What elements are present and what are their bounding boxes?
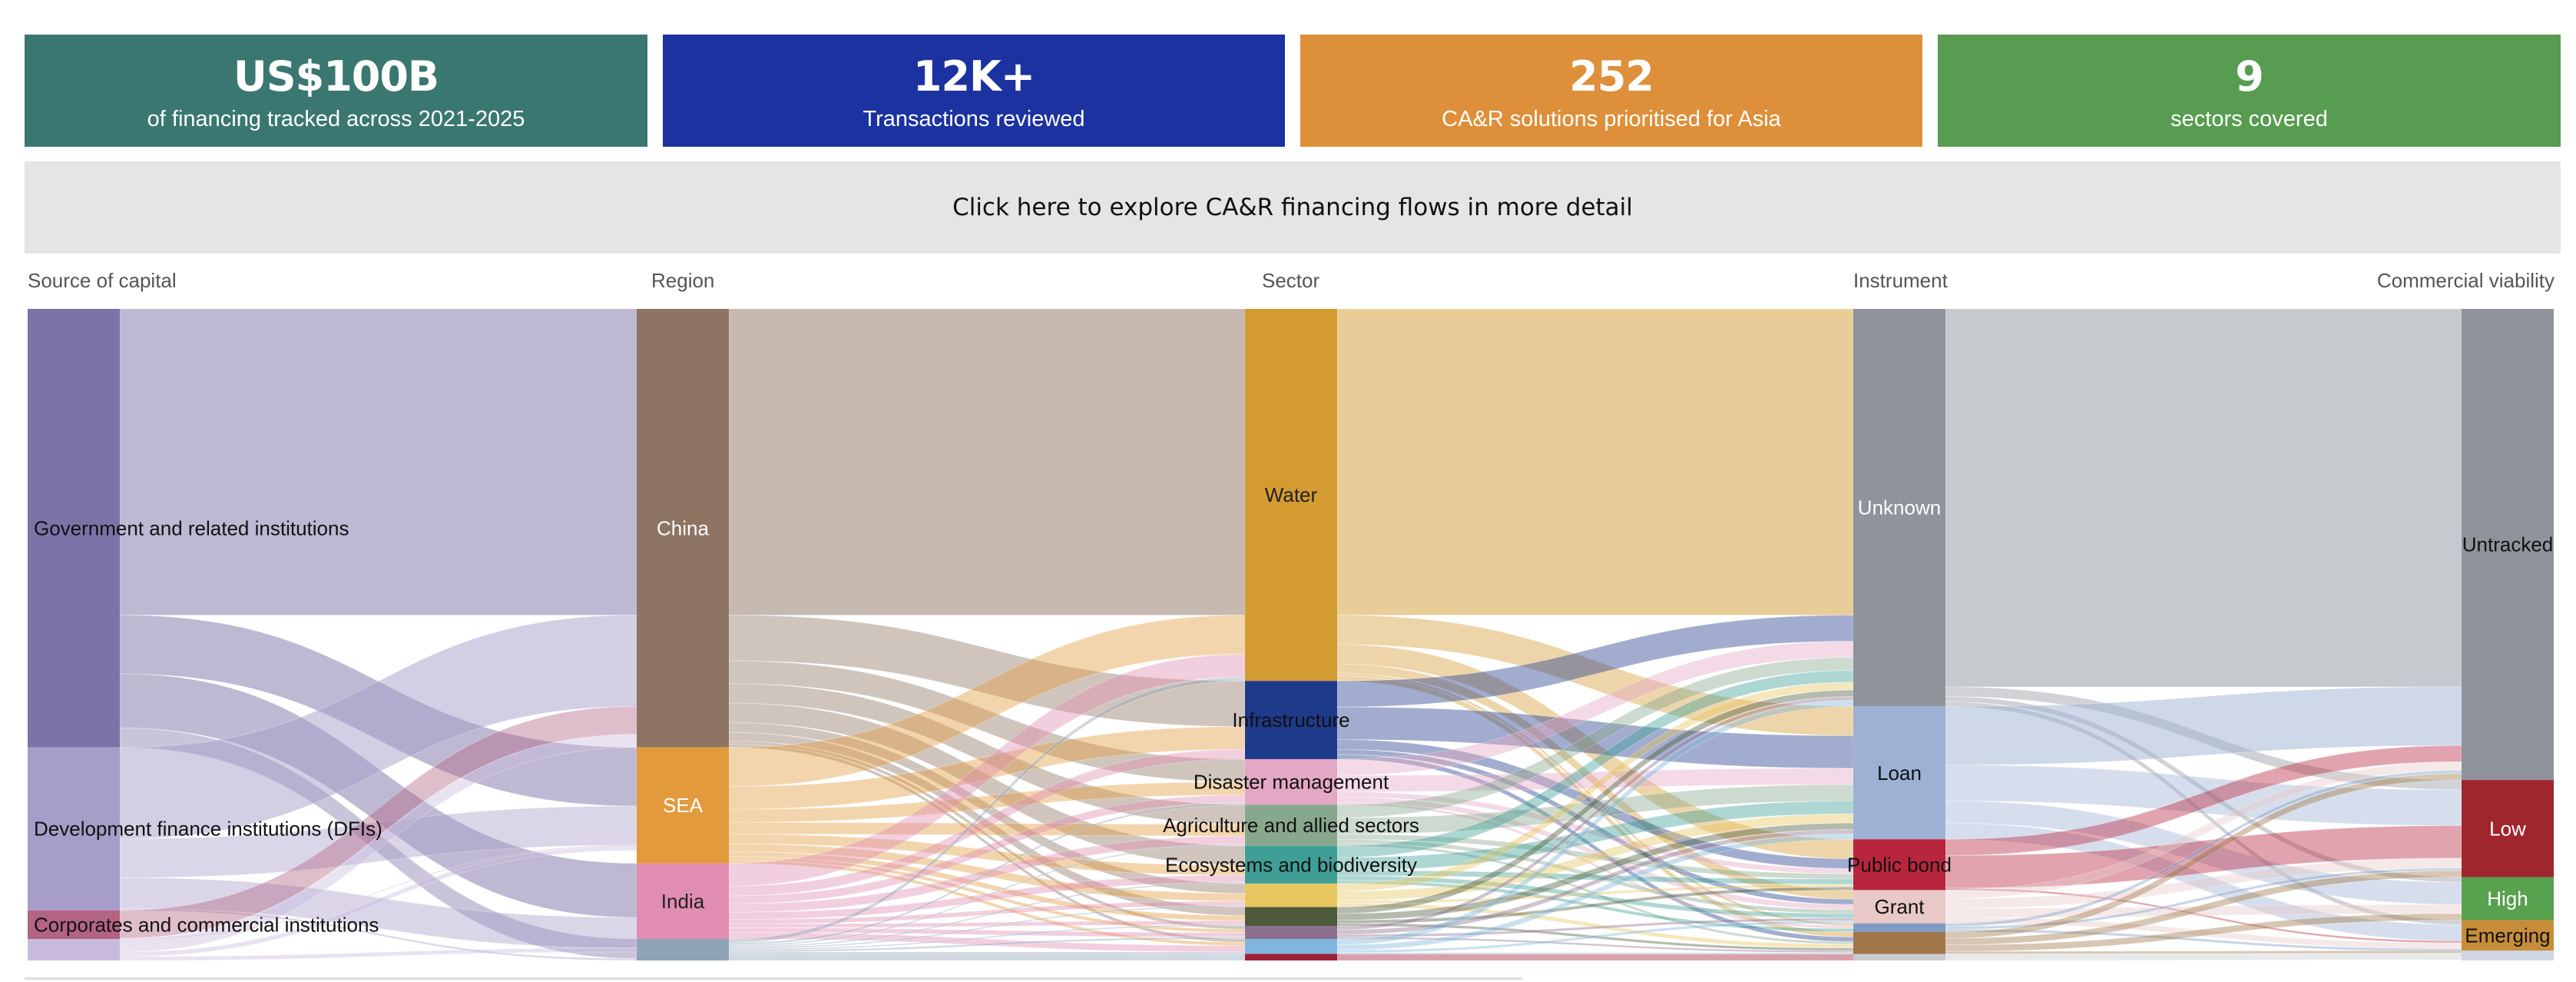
explore-flows-button[interactable]: Click here to explore CA&R financing flo…	[25, 161, 2561, 254]
sankey-node[interactable]	[28, 747, 120, 911]
sankey-node-label: Low	[2489, 817, 2526, 840]
sankey-node[interactable]	[2462, 309, 2554, 781]
sankey-node-label: Loan	[1877, 761, 1922, 785]
sankey-node[interactable]	[1245, 939, 1337, 954]
sankey-node[interactable]	[637, 309, 729, 748]
column-header-region: Region	[651, 269, 715, 292]
sankey-node-label: Public bond	[1847, 853, 1952, 876]
sankey-node-label: SEA	[663, 794, 704, 817]
stat-value: 252	[1569, 52, 1654, 101]
sankey-node[interactable]	[637, 939, 729, 960]
column-header-source: Source of capital	[28, 269, 177, 292]
stat-card-sectors: 9 sectors covered	[1938, 35, 2561, 147]
sankey-node[interactable]	[1245, 309, 1337, 682]
sankey-node[interactable]	[2462, 950, 2554, 960]
sankey-link[interactable]	[1336, 308, 1854, 615]
sankey-node[interactable]	[1853, 931, 1945, 954]
sankey-node-label: Untracked	[2462, 533, 2554, 556]
sankey-node[interactable]	[28, 910, 120, 940]
sankey-node-label: Water	[1265, 483, 1318, 506]
sankey-node[interactable]	[2462, 920, 2554, 951]
sankey-node[interactable]	[1853, 309, 1945, 707]
sankey-node[interactable]	[1245, 758, 1337, 805]
sankey-link[interactable]	[1945, 953, 2462, 961]
stat-label: of financing tracked across 2021-2025	[147, 107, 525, 131]
sankey-link[interactable]	[1336, 954, 1854, 961]
sankey-node-label: Ecosystems and biodiversity	[1165, 853, 1417, 876]
sankey-node[interactable]	[2462, 780, 2554, 877]
sankey-node[interactable]	[1853, 890, 1945, 924]
sankey-link[interactable]	[728, 954, 1246, 961]
sankey-node[interactable]	[1245, 883, 1337, 907]
sankey-link[interactable]	[119, 308, 637, 615]
sankey-node-label: Grant	[1874, 895, 1925, 918]
sankey-node[interactable]	[2462, 877, 2554, 921]
sankey-node[interactable]	[1853, 923, 1945, 932]
sankey-node[interactable]	[28, 939, 120, 960]
sankey-node-label: Unknown	[1858, 496, 1941, 519]
sankey-node[interactable]	[1245, 805, 1337, 846]
sankey-node[interactable]	[28, 309, 120, 748]
sankey-node-label: India	[661, 890, 705, 913]
sankey-node[interactable]	[637, 747, 729, 864]
stat-card-transactions: 12K+ Transactions reviewed	[663, 35, 1285, 147]
sankey-node-label: High	[2487, 887, 2528, 910]
stat-value: 12K+	[912, 52, 1035, 101]
column-header-viability: Commercial viability	[2376, 269, 2554, 292]
stat-label: Transactions reviewed	[863, 107, 1085, 131]
sankey-node[interactable]	[1853, 706, 1945, 840]
sankey-node-label: Development finance institutions (DFIs)	[34, 818, 382, 841]
sankey-node-label: Agriculture and allied sectors	[1163, 814, 1419, 837]
stat-label: sectors covered	[2170, 107, 2328, 131]
sankey-node-label: Disaster management	[1194, 771, 1389, 794]
stat-value: 9	[2235, 52, 2264, 101]
sankey-node[interactable]	[1245, 907, 1337, 927]
sankey-node[interactable]	[1853, 954, 1945, 960]
sankey-node[interactable]	[1245, 681, 1337, 759]
stat-card-solutions: 252 CA&R solutions prioritised for Asia	[1300, 35, 1922, 147]
sankey-node[interactable]	[1245, 954, 1337, 960]
stat-card-financing: US$100B of financing tracked across 2021…	[25, 35, 647, 147]
sankey-node-label: Corporates and commercial institutions	[34, 913, 379, 936]
sankey-node-label: Government and related institutions	[34, 516, 349, 539]
sankey-links	[119, 308, 2462, 961]
column-header-sector: Sector	[1262, 269, 1320, 292]
sankey-node-label: Emerging	[2465, 924, 2550, 947]
sankey-node[interactable]	[637, 863, 729, 940]
column-header-instrument: Instrument	[1853, 269, 1948, 292]
sankey-link[interactable]	[1945, 308, 2462, 688]
sankey-node-label: Infrastructure	[1232, 708, 1349, 732]
sankey-node[interactable]	[1853, 839, 1945, 891]
sankey-node[interactable]	[1245, 845, 1337, 884]
sankey-node[interactable]	[1245, 926, 1337, 940]
sankey-node-label: China	[657, 516, 709, 539]
divider	[25, 977, 1522, 980]
stat-value: US$100B	[233, 52, 439, 101]
sankey-nodes: Government and related institutions Devel…	[28, 309, 2554, 960]
stat-label: CA&R solutions prioritised for Asia	[1442, 107, 1781, 131]
sankey-link[interactable]	[728, 308, 1246, 615]
